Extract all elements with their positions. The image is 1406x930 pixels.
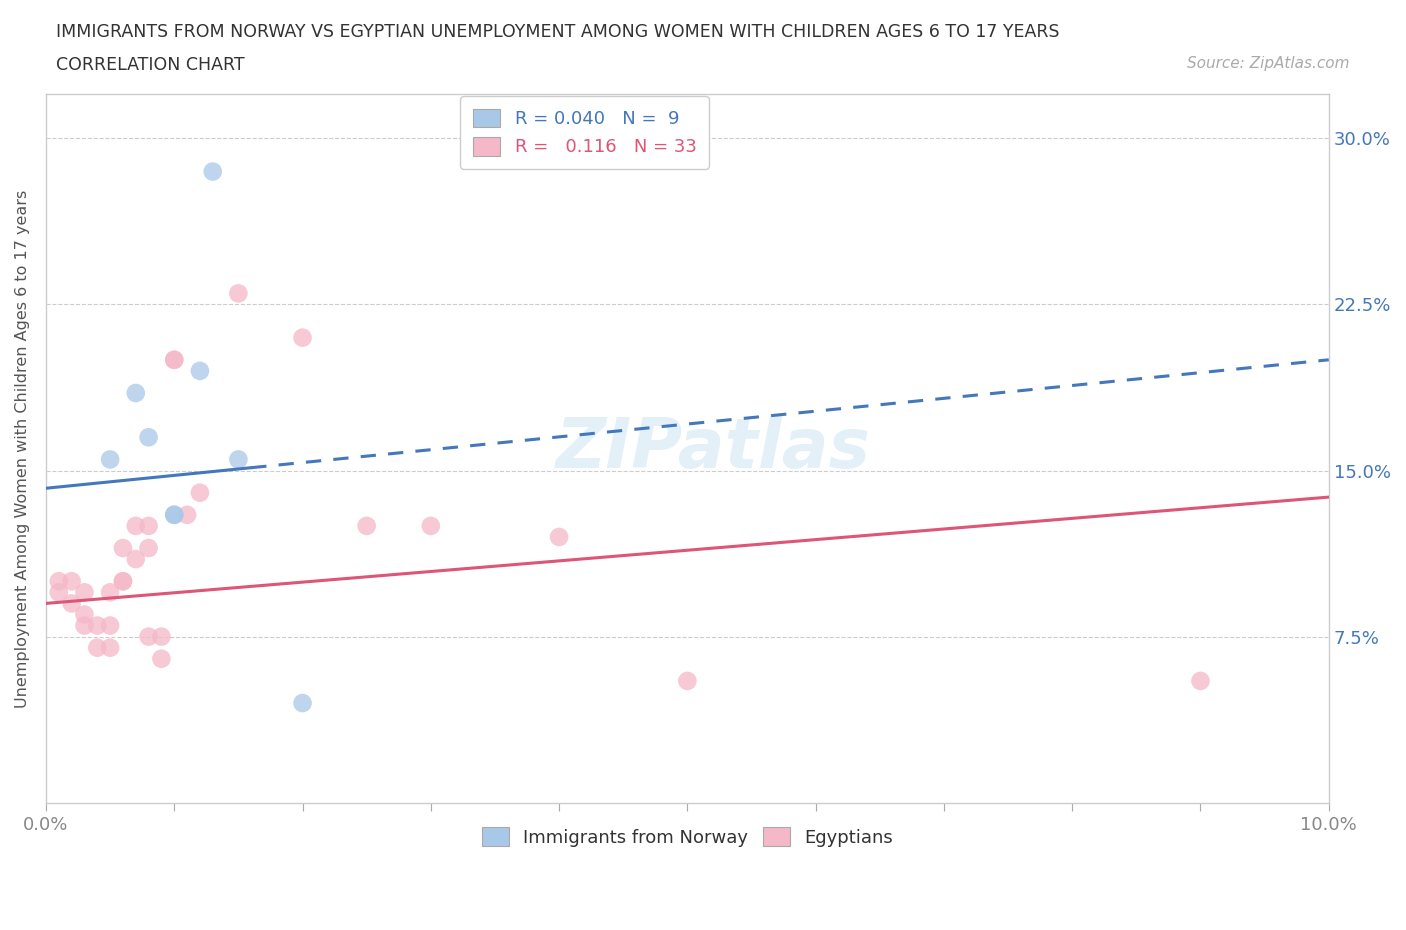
Point [98, 640, 121, 655]
Y-axis label: Unemployment Among Women with Children Ages 6 to 17 years: Unemployment Among Women with Children A… [15, 189, 30, 708]
Point [125, 518, 148, 533]
Legend: Immigrants from Norway, Egyptians: Immigrants from Norway, Egyptians [474, 820, 900, 854]
Point [138, 540, 160, 555]
Point [125, 551, 148, 566]
Point [163, 508, 186, 523]
Point [1189, 673, 1212, 688]
Point [176, 508, 198, 523]
Point [150, 630, 173, 644]
Point [291, 330, 314, 345]
Point [138, 630, 160, 644]
Point [111, 574, 134, 589]
Point [188, 364, 211, 379]
Point [111, 540, 134, 555]
Point [163, 508, 186, 523]
Point [73, 585, 96, 600]
Point [60, 596, 83, 611]
Point [356, 518, 378, 533]
Point [138, 518, 160, 533]
Point [86, 618, 108, 633]
Point [138, 430, 160, 445]
Point [228, 452, 250, 467]
Point [163, 352, 186, 367]
Point [111, 574, 134, 589]
Point [60, 574, 83, 589]
Point [48, 585, 70, 600]
Point [73, 607, 96, 622]
Point [188, 485, 211, 500]
Text: CORRELATION CHART: CORRELATION CHART [56, 56, 245, 73]
Point [125, 386, 148, 401]
Point [291, 696, 314, 711]
Point [150, 651, 173, 666]
Point [228, 286, 250, 300]
Point [98, 618, 121, 633]
Point [48, 574, 70, 589]
Text: ZIPatlas: ZIPatlas [555, 415, 870, 482]
Text: Source: ZipAtlas.com: Source: ZipAtlas.com [1187, 56, 1350, 71]
Point [163, 352, 186, 367]
Point [98, 452, 121, 467]
Point [201, 164, 224, 179]
Point [98, 585, 121, 600]
Point [86, 640, 108, 655]
Point [73, 618, 96, 633]
Point [419, 518, 441, 533]
Point [548, 529, 571, 544]
Text: IMMIGRANTS FROM NORWAY VS EGYPTIAN UNEMPLOYMENT AMONG WOMEN WITH CHILDREN AGES 6: IMMIGRANTS FROM NORWAY VS EGYPTIAN UNEMP… [56, 23, 1060, 41]
Point [676, 673, 699, 688]
